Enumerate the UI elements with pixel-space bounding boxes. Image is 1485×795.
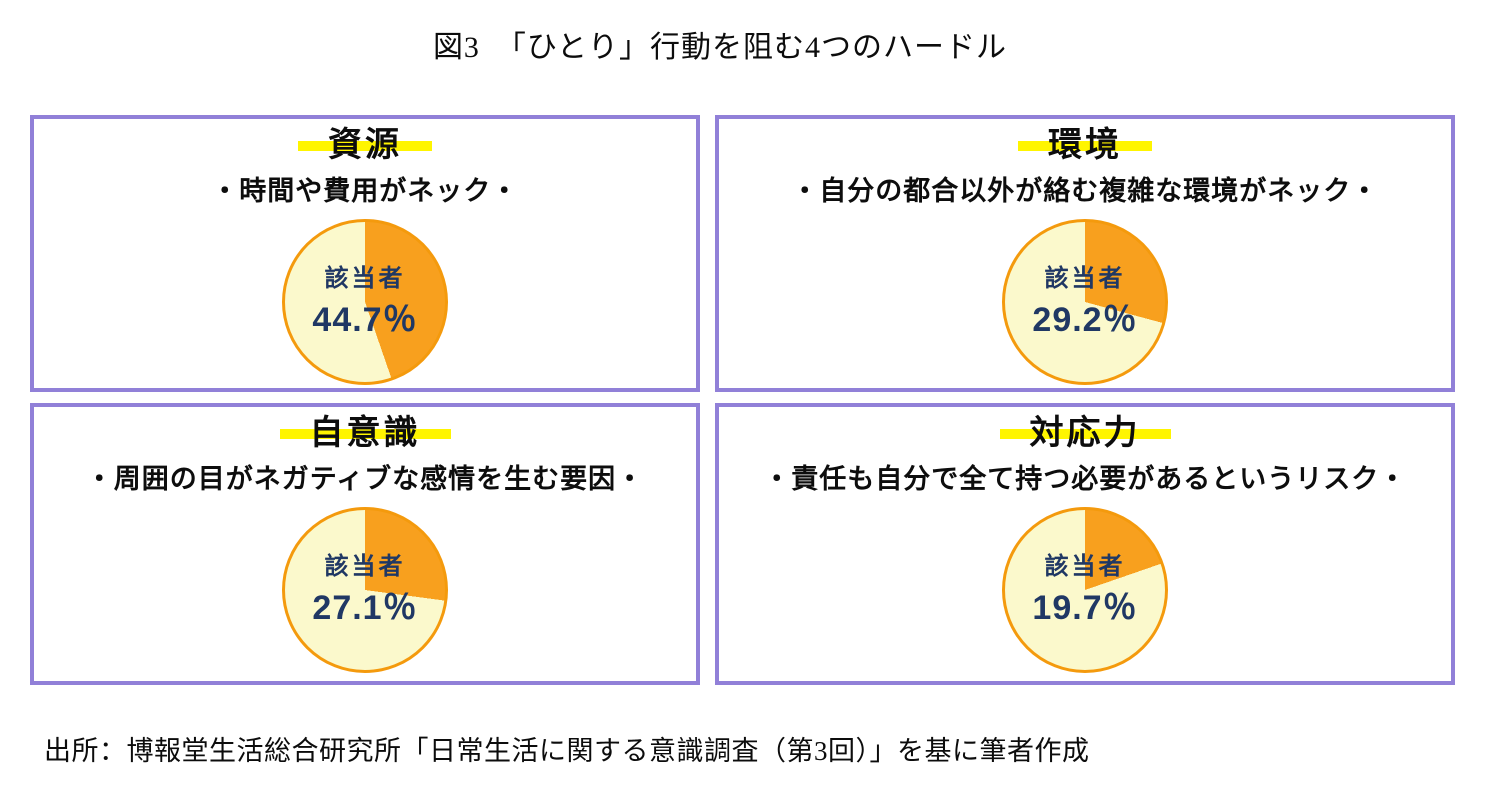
panel-self-consciousness: 自意識 ・周囲の目がネガティブな感情を生む要因・ 該当者 27.1％ (30, 403, 700, 685)
panels-grid: 資源 ・時間や費用がネック・ 該当者 44.7％ 環境 ・自分の都合以外が絡む複… (30, 115, 1455, 685)
pie-center-label: 該当者 (1044, 265, 1126, 293)
pie-chart: 該当者 29.2％ (1002, 219, 1168, 386)
panel-adaptability: 対応力 ・責任も自分で全て持つ必要があるというリスク・ 該当者 19.7％ (715, 403, 1455, 685)
pie-center-label: 該当者 (324, 265, 406, 293)
pie-percentage: 44.7％ (312, 301, 418, 340)
panel-heading: 自意識 (279, 414, 451, 452)
source-note: 出所：博報堂生活総合研究所「日常生活に関する意識調査（第3回）」を基に筆者作成 (44, 736, 1090, 766)
panel-subtitle: ・責任も自分で全て持つ必要があるというリスク・ (763, 464, 1407, 495)
panel-heading: 資源 (298, 126, 432, 164)
pie-chart: 該当者 19.7％ (1002, 507, 1168, 674)
panel-subtitle: ・周囲の目がネガティブな感情を生む要因・ (85, 464, 645, 495)
pie-percentage: 19.7％ (1032, 589, 1138, 628)
panel-subtitle: ・時間や費用がネック・ (211, 176, 519, 207)
panel-subtitle: ・自分の都合以外が絡む複雑な環境がネック・ (791, 176, 1379, 207)
figure-title: 図3 「ひとり」行動を阻む4つのハードル (432, 31, 1008, 64)
pie-percentage: 29.2％ (1032, 301, 1138, 340)
pie-chart: 該当者 44.7％ (282, 219, 448, 386)
panel-resources: 資源 ・時間や費用がネック・ 該当者 44.7％ (30, 115, 700, 392)
pie-center-label: 該当者 (324, 553, 406, 581)
panel-heading: 環境 (1018, 126, 1152, 164)
pie-percentage: 27.1％ (312, 589, 418, 628)
pie-chart: 該当者 27.1％ (282, 507, 448, 674)
pie-center-label: 該当者 (1044, 553, 1126, 581)
panel-heading: 対応力 (999, 414, 1171, 452)
panel-environment: 環境 ・自分の都合以外が絡む複雑な環境がネック・ 該当者 29.2％ (715, 115, 1455, 392)
